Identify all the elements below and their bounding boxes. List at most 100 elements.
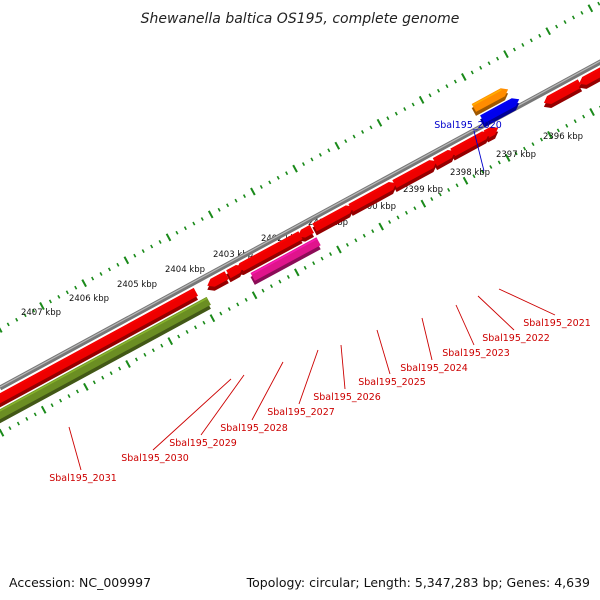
inner-scale-tick <box>194 325 198 330</box>
inner-scale-tick <box>261 288 265 293</box>
gene-highlight <box>547 80 579 99</box>
gene-highlight <box>0 288 195 396</box>
gene-highlight <box>210 271 226 281</box>
outer-scale-tick <box>453 79 457 84</box>
gene-label: Sbal195_2020 <box>434 120 502 131</box>
inner-scale-tick <box>362 233 366 238</box>
outer-scale-tick <box>487 61 491 66</box>
outer-scale-tick <box>394 111 398 116</box>
inner-scale-tick <box>371 229 375 234</box>
gene-features <box>0 67 600 424</box>
outer-scale-tick <box>200 217 204 221</box>
outer-scale-tick <box>428 93 432 98</box>
gene-label: Sbal195_2031 <box>49 473 117 484</box>
inner-scale-tick <box>539 137 543 142</box>
gene-body <box>450 131 490 157</box>
outer-scale-tick <box>192 221 196 226</box>
outer-scale-tick <box>15 317 19 322</box>
inner-scale-tick <box>101 375 105 380</box>
gene-highlight <box>582 68 600 80</box>
outer-scale-tick <box>496 56 500 61</box>
outer-scale-tick <box>32 308 36 313</box>
gene-label: Sbal195_2030 <box>121 453 189 464</box>
outer-scale-tick <box>563 20 567 24</box>
gene-highlight <box>312 206 347 226</box>
inner-scale-tick <box>504 153 511 162</box>
inner-scale-tick <box>396 215 400 220</box>
outer-scale-tick <box>538 33 542 38</box>
gene-body <box>480 98 520 124</box>
outer-scale-tick <box>529 38 533 43</box>
inner-scale-tick <box>447 187 451 192</box>
outer-scale-tick <box>150 244 154 249</box>
gene-sbal195-2029-b <box>207 271 229 291</box>
outer-scale-ticks <box>0 1 600 333</box>
outer-scale-tick <box>403 107 407 111</box>
outer-scale-tick <box>376 118 383 127</box>
scale-labels: 2396 kbp 2397 kbp 2398 kbp 2399 kbp 2400 kbp… <box>21 132 583 318</box>
gene-highlight <box>450 132 484 151</box>
gene-highlight <box>484 127 492 133</box>
inner-scale-tick <box>50 403 54 408</box>
outer-scale-tick <box>445 84 449 89</box>
backbone-line <box>0 59 600 391</box>
inner-scale-tick <box>33 412 37 417</box>
gene-sbal195-2031 <box>0 296 211 424</box>
outer-scale-tick <box>461 73 467 81</box>
gene-sbal195-2028-b <box>250 237 321 285</box>
inner-scale-tick <box>514 151 518 156</box>
inner-scale-tick <box>582 114 586 119</box>
outer-scale-tick <box>344 139 348 144</box>
inner-scale-tick <box>489 165 493 169</box>
gene-label: Sbal195_2024 <box>400 363 468 374</box>
inner-scale-tick <box>378 222 384 231</box>
scale-label: 2397 kbp <box>496 150 536 160</box>
gene-body <box>0 296 211 420</box>
outer-scale-tick <box>292 164 298 173</box>
gene-label: Sbal195_2026 <box>313 392 381 403</box>
outer-scale-tick <box>545 27 551 36</box>
leader-line <box>68 426 82 471</box>
gene-body <box>471 88 509 112</box>
inner-scale-tick <box>497 160 501 165</box>
inner-scale-tick <box>430 197 434 201</box>
gene-label: Sbal195_2023 <box>442 348 510 359</box>
outer-scale-tick <box>207 210 214 219</box>
leader-line <box>200 374 245 436</box>
gene-highlight <box>392 160 431 183</box>
inner-scale-tick <box>134 357 139 362</box>
inner-scale-tick <box>244 297 248 302</box>
scale-label: 2406 kbp <box>69 294 109 304</box>
inner-scale-tick <box>151 348 155 353</box>
inner-scale-tick <box>404 210 409 215</box>
leader-line <box>376 329 391 375</box>
inner-scale-tick <box>251 291 258 300</box>
inner-scale-tick <box>556 128 560 133</box>
inner-scale-tick <box>472 174 476 179</box>
scale-label: 2402 kbp <box>261 234 301 244</box>
gene-sbal195-2020 <box>471 88 509 116</box>
gene-label: Sbal195_2029 <box>169 438 237 449</box>
map-title: Shewanella baltica OS195, complete genom… <box>141 11 460 27</box>
gene-labels: Sbal195_2020 Sbal195_2021 Sbal195_2022 Sbal… <box>49 120 591 484</box>
gene-sbal195-2026 <box>348 182 397 216</box>
inner-scale-tick <box>167 337 174 346</box>
gene-body <box>348 182 397 212</box>
inner-scale-tick <box>480 169 484 174</box>
outer-scale-tick <box>39 302 45 311</box>
gene-body <box>207 271 229 287</box>
gene-sbal195-2029 <box>226 265 244 283</box>
outer-scale-tick <box>226 203 230 208</box>
outer-scale-tick <box>411 102 415 107</box>
outer-scale-tick <box>141 249 145 253</box>
leader-line <box>298 349 319 405</box>
gene-highlight <box>226 265 237 273</box>
inner-scale-tick <box>59 398 63 403</box>
inner-scale-tick <box>455 183 459 188</box>
gene-highlight <box>250 237 318 276</box>
gene-body <box>236 231 303 271</box>
gene-sbal195-2023 <box>450 131 490 161</box>
outer-scale-tick <box>65 290 69 295</box>
scale-label: 2398 kbp <box>450 168 490 178</box>
